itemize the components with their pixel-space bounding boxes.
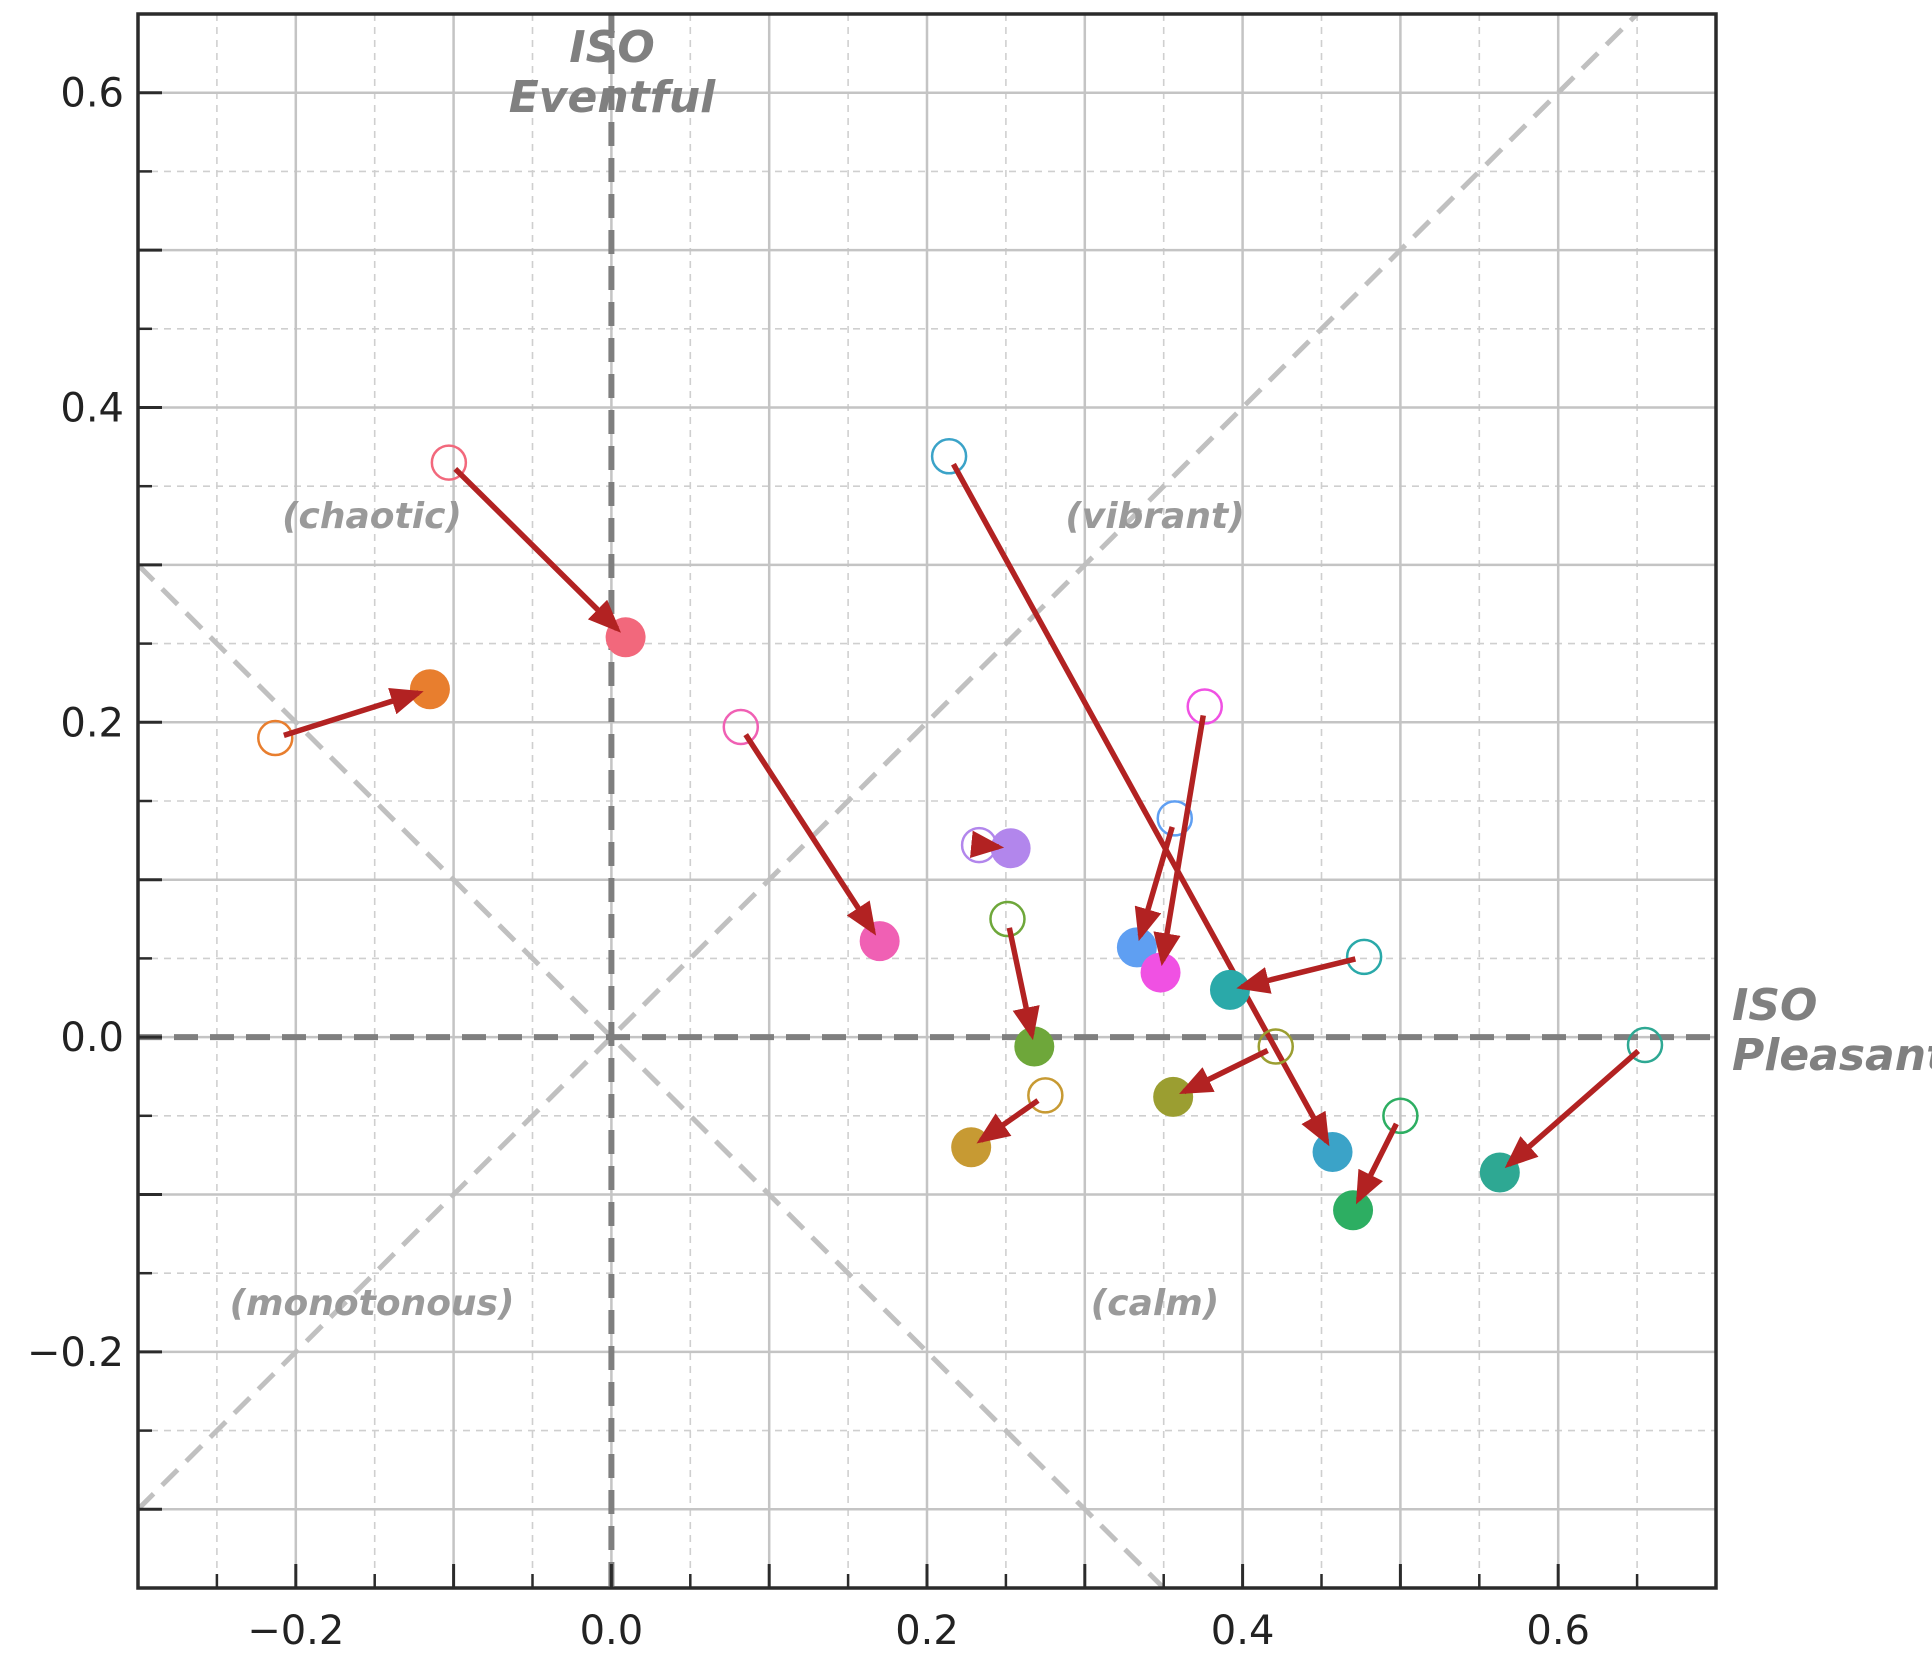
initial-point-1 xyxy=(430,444,468,481)
x-tick-label: 0.0 xyxy=(580,1608,644,1654)
y-axis-title-line2: Eventful xyxy=(509,72,716,123)
shift-arrow-2 xyxy=(743,733,877,936)
x-tick-label: −0.2 xyxy=(247,1608,344,1654)
zero-lines xyxy=(138,14,1716,1588)
diagonal-line-negative xyxy=(136,563,1166,1590)
y-tick-label: −0.2 xyxy=(27,1330,124,1376)
initial-point-5 xyxy=(989,900,1026,938)
shift-arrow-9 xyxy=(1236,956,1357,994)
final-point-11 xyxy=(1333,1190,1374,1231)
x-axis-title-line2: Pleasant xyxy=(1732,1030,1932,1081)
shift-arrow-5 xyxy=(1006,927,1040,1041)
diagonal-line-positive xyxy=(136,12,1639,1512)
shift-arrow-12 xyxy=(1504,1048,1641,1169)
quadrant-label-calm: (calm) xyxy=(1091,1283,1219,1324)
quadrant-label-vibrant: (vibrant) xyxy=(1065,496,1244,537)
tick-labels: −0.2 0.0 0.2 0.4 0.6 −0.2 0.0 0.2 0.4 0.6 xyxy=(27,71,1590,1654)
initial-point-6 xyxy=(1027,1077,1064,1114)
x-axis-title-line1: ISO xyxy=(1732,980,1817,1031)
final-point-3 xyxy=(1312,1132,1353,1173)
axis-ticks xyxy=(136,12,1718,1590)
shift-arrow-3 xyxy=(951,462,1330,1147)
initial-point-9 xyxy=(1345,938,1383,976)
x-tick-label: 0.4 xyxy=(1211,1608,1275,1654)
final-point-9 xyxy=(1209,969,1250,1010)
shift-arrow-6 xyxy=(976,1098,1040,1144)
shift-arrow-7 xyxy=(1134,826,1175,942)
shift-arrow-0 xyxy=(283,688,424,738)
y-tick-label: 0.6 xyxy=(60,71,124,117)
y-tick-label: 0.0 xyxy=(60,1015,124,1061)
y-tick-label: 0.2 xyxy=(60,700,124,746)
final-point-6 xyxy=(951,1127,992,1168)
initial-point-10 xyxy=(1257,1028,1294,1065)
quadrant-label-chaotic: (chaotic) xyxy=(282,496,462,537)
shift-arrow-4 xyxy=(969,830,1005,858)
initial-point-8 xyxy=(1186,688,1223,725)
initial-point-0 xyxy=(257,719,294,757)
y-tick-label: 0.4 xyxy=(60,386,124,432)
final-point-10 xyxy=(1153,1076,1194,1117)
x-tick-label: 0.2 xyxy=(895,1608,959,1654)
shift-arrow-8 xyxy=(1153,714,1206,967)
final-point-5 xyxy=(1014,1026,1055,1067)
shift-arrow-11 xyxy=(1355,1122,1399,1205)
final-point-0 xyxy=(409,669,450,710)
initial-point-11 xyxy=(1382,1097,1419,1135)
diagonal-lines xyxy=(136,12,1639,1590)
y-axis-title-line1: ISO xyxy=(569,22,654,73)
shift-arrow-1 xyxy=(453,466,621,633)
quadrant-labels: (chaotic) (vibrant) (monotonous) (calm) xyxy=(230,496,1245,1324)
final-point-2 xyxy=(859,921,900,962)
initial-point-12 xyxy=(1626,1026,1664,1064)
initial-point-7 xyxy=(1156,800,1193,837)
x-tick-label: 0.6 xyxy=(1526,1608,1590,1654)
axis-titles: ISO Eventful ISO Pleasant xyxy=(509,22,1932,1081)
quadrant-label-monotonous: (monotonous) xyxy=(230,1283,515,1324)
shift-arrow-10 xyxy=(1179,1048,1269,1095)
initial-point-3 xyxy=(930,438,968,475)
initial-point-2 xyxy=(722,708,760,746)
data-marks xyxy=(257,438,1664,1231)
